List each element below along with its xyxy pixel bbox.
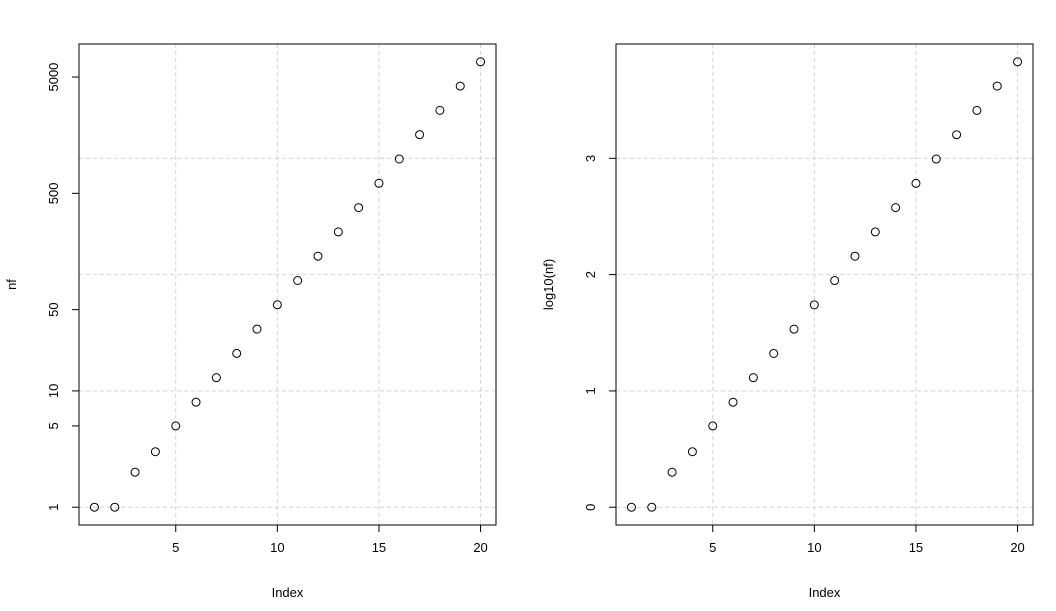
point [89, 502, 99, 512]
point [708, 421, 718, 431]
point [769, 348, 779, 358]
y-tick-label: 1 [583, 387, 598, 394]
point [972, 105, 982, 115]
x-tick-label: 20 [1010, 540, 1024, 555]
y-tick-label: 3 [583, 155, 598, 162]
point [667, 467, 677, 477]
y-tick-label: 500 [46, 182, 61, 204]
point [313, 251, 323, 261]
point [354, 203, 364, 213]
x-tick-label: 5 [172, 540, 179, 555]
y-tick-label: 5 [46, 422, 61, 429]
point [130, 467, 140, 477]
x-tick-label: 15 [372, 540, 386, 555]
point [374, 178, 384, 188]
y-tick-label: 5000 [46, 63, 61, 92]
x-tick-label: 10 [807, 540, 821, 555]
y-tick-label: 50 [46, 302, 61, 316]
y-tick-label: 0 [583, 504, 598, 511]
point [476, 57, 486, 67]
point [110, 502, 120, 512]
point [150, 447, 160, 457]
y-axis-label: log10(nf) [541, 259, 556, 310]
x-axis-label: Index [809, 585, 841, 600]
point [171, 421, 181, 431]
point [1013, 57, 1023, 67]
y-tick-label: 10 [46, 384, 61, 398]
point [252, 324, 262, 334]
point [870, 227, 880, 237]
point [415, 130, 425, 140]
point [272, 300, 282, 310]
y-axis-label: nf [4, 279, 19, 290]
x-tick-label: 5 [709, 540, 716, 555]
point [891, 203, 901, 213]
point [911, 178, 921, 188]
point [748, 373, 758, 383]
point [191, 397, 201, 407]
point [809, 300, 819, 310]
point [435, 105, 445, 115]
point [687, 447, 697, 457]
point [232, 348, 242, 358]
y-tick-label: 2 [583, 271, 598, 278]
point [647, 502, 657, 512]
plot-frame [78, 43, 497, 526]
x-axis-label: Index [272, 585, 304, 600]
point [789, 324, 799, 334]
x-tick-label: 20 [473, 540, 487, 555]
point [293, 276, 303, 286]
point [931, 154, 941, 164]
point [952, 130, 962, 140]
point [992, 81, 1002, 91]
point [333, 227, 343, 237]
x-tick-label: 15 [909, 540, 923, 555]
point [211, 373, 221, 383]
x-tick-label: 10 [270, 540, 284, 555]
point [394, 154, 404, 164]
y-tick-label: 1 [46, 504, 61, 511]
point [728, 397, 738, 407]
point [850, 251, 860, 261]
point [830, 276, 840, 286]
point [626, 502, 636, 512]
point [455, 81, 465, 91]
plot-frame [615, 43, 1034, 526]
